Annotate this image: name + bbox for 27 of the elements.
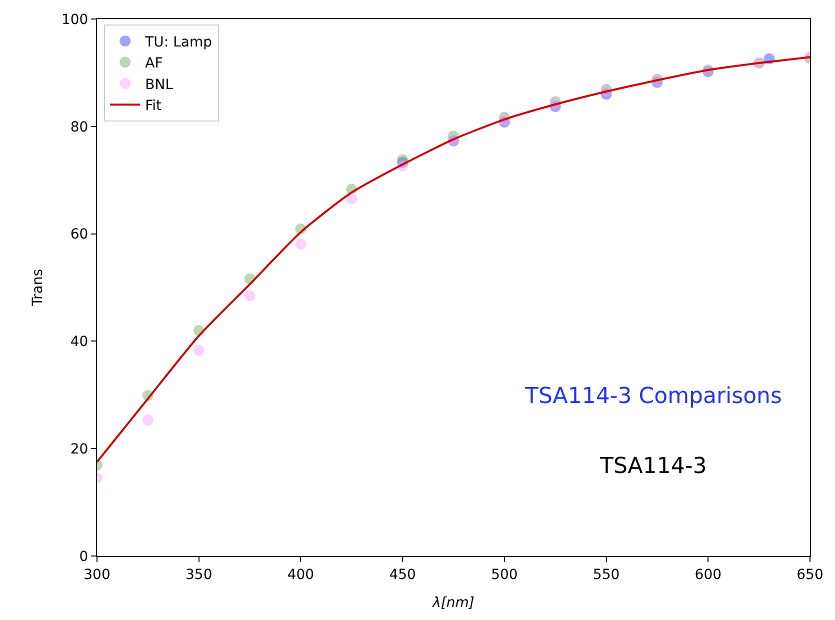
point (142, 414, 154, 426)
y-tick-label: 20 (70, 442, 88, 458)
y-tick-label: 100 (61, 12, 88, 28)
point (193, 344, 204, 356)
x-axis-title: λ[nm] (432, 595, 474, 612)
x-tick-label: 550 (592, 566, 620, 583)
y-axis-title: Trans (30, 269, 46, 307)
legend-label: Fit (145, 98, 162, 114)
x-tick-label: 300 (84, 566, 110, 583)
y-tick-label: 80 (70, 119, 88, 136)
x-tick-label: 350 (185, 566, 212, 583)
y-tick-label: 40 (70, 334, 88, 350)
legend-label: AF (145, 56, 163, 72)
y-tick-label: 0 (79, 548, 88, 565)
point (295, 238, 306, 250)
annotation: TSA114-3 Comparisons (524, 384, 782, 409)
point (346, 193, 358, 204)
x-tick-label: 450 (389, 566, 416, 583)
x-tick-label: 600 (694, 566, 722, 583)
legend-label: TU: Lamp (144, 34, 212, 50)
y-tick-label: 60 (70, 226, 88, 243)
x-tick-label: 400 (287, 566, 314, 583)
annotation: TSA114-3 (599, 454, 707, 479)
legend-label: BNL (145, 76, 174, 93)
point (244, 290, 256, 302)
x-tick-label: 500 (491, 566, 518, 583)
x-tick-label: 650 (796, 566, 824, 583)
